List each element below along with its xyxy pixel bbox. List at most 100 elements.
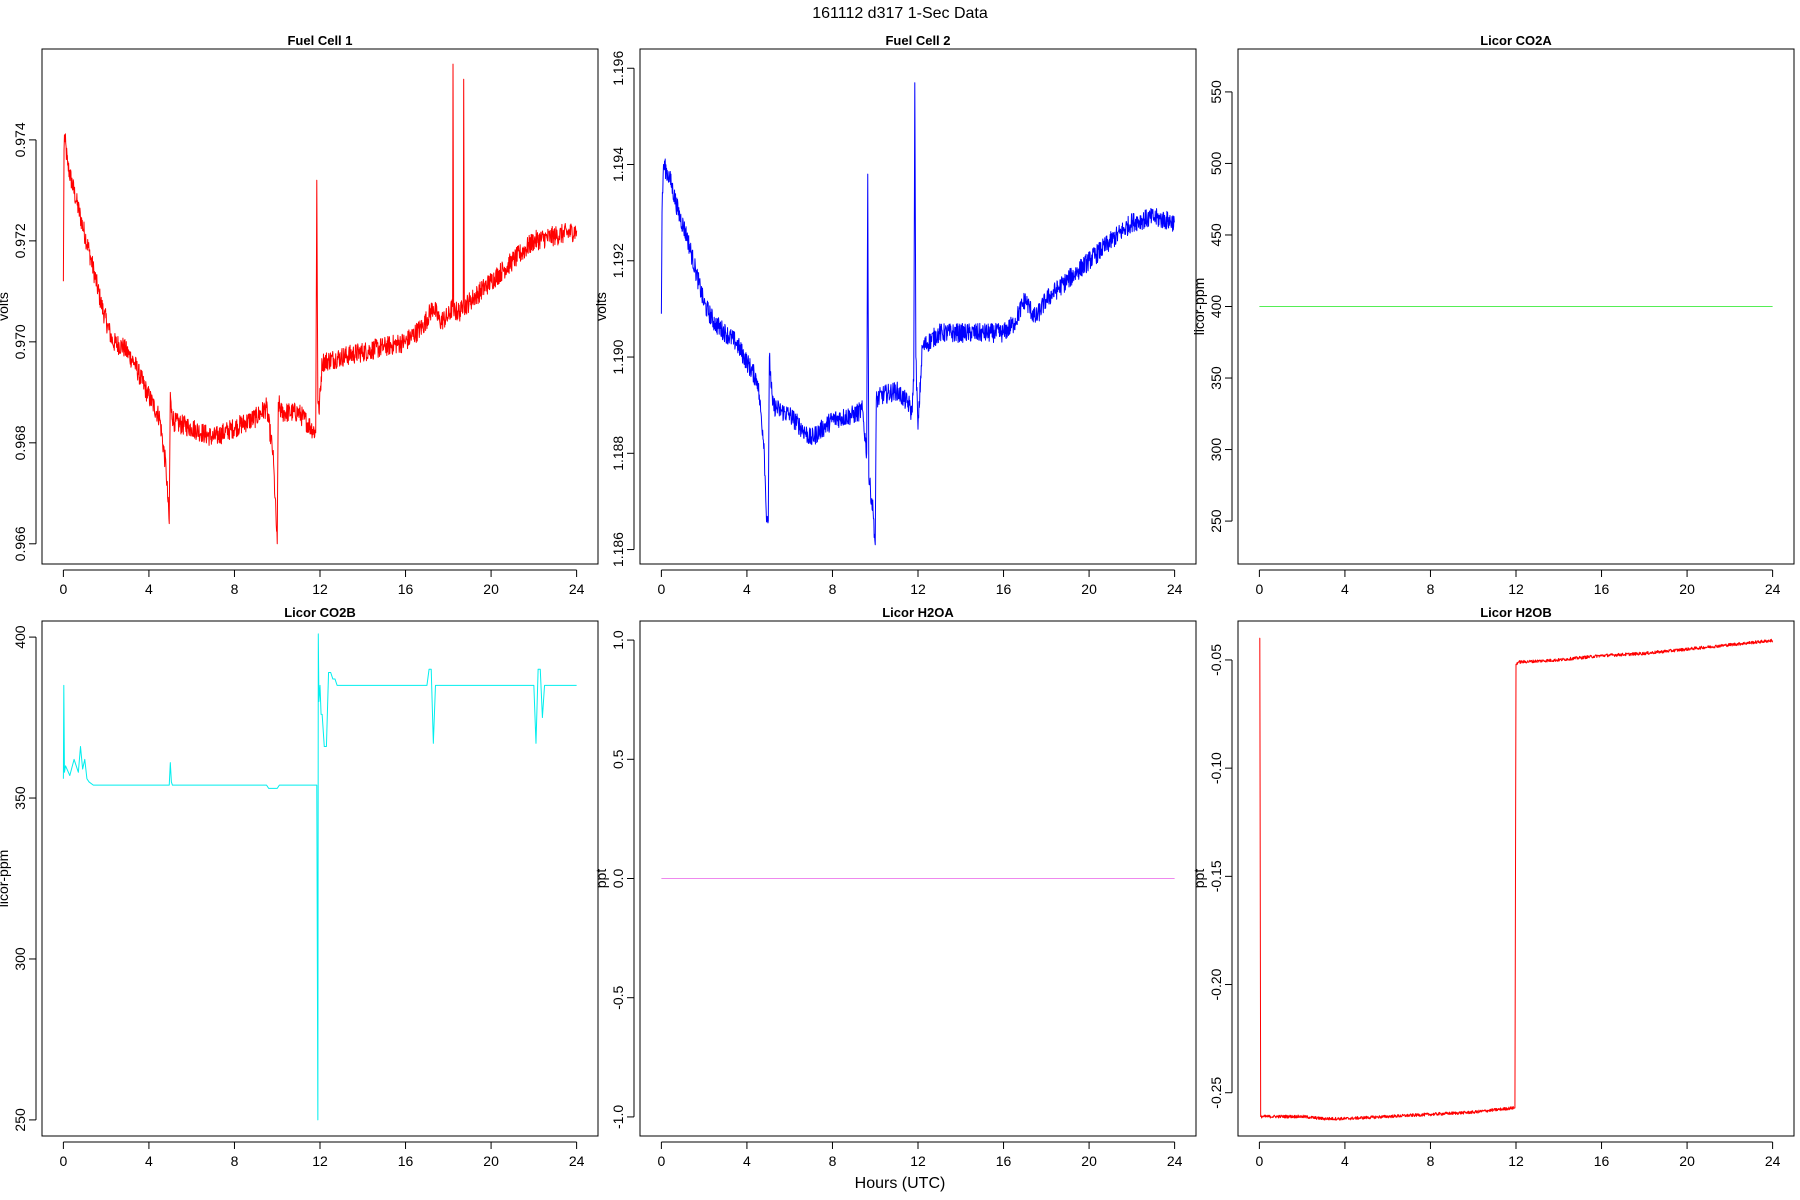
main-title: 161112 d317 1-Sec Data: [812, 5, 988, 22]
series-line: [62, 63, 578, 545]
x-tick-label: 20: [1081, 1153, 1097, 1169]
x-tick-label: 16: [996, 1153, 1012, 1169]
y-axis-label: ppt: [593, 869, 609, 889]
y-axis-label: volts: [0, 292, 11, 321]
y-axis: -1.0 -0.5 0.0 0.5 1.0: [610, 630, 635, 1129]
y-tick-label: 400: [12, 625, 28, 649]
panel-3: Licor CO2A licor-ppm 0 4 8 12 16 20 24 250 300 350 4…: [1191, 33, 1795, 597]
x-tick-label: 24: [1167, 581, 1183, 597]
x-tick-label: 20: [483, 581, 499, 597]
x-tick-label: 0: [657, 1153, 665, 1169]
x-axis: 0 4 8 12 16 20 24: [1255, 569, 1781, 597]
y-axis-label: licor-ppm: [0, 850, 11, 908]
y-tick-label: 0.972: [12, 223, 28, 258]
plot-frame: [639, 620, 1197, 1137]
y-axis-label: ppt: [1191, 869, 1207, 889]
x-tick-label: 20: [1679, 581, 1695, 597]
x-tick-label: 12: [910, 581, 926, 597]
x-tick-label: 16: [398, 581, 414, 597]
y-tick-label: -0.25: [1208, 1077, 1224, 1109]
x-tick-label: 12: [1508, 1153, 1524, 1169]
x-tick-label: 0: [1255, 1153, 1263, 1169]
x-tick-label: 16: [1594, 581, 1610, 597]
x-tick-label: 8: [829, 1153, 837, 1169]
y-tick-label: 300: [1208, 438, 1224, 462]
panel-4: Licor CO2B licor-ppm 0 4 8 12 16 20 24 250 300 350 4…: [0, 605, 599, 1169]
x-tick-label: 4: [1341, 581, 1349, 597]
x-axis-label: Hours (UTC): [855, 1175, 946, 1192]
y-tick-label: 1.0: [610, 630, 626, 650]
x-tick-label: 24: [1765, 1153, 1781, 1169]
y-tick-label: -0.05: [1208, 644, 1224, 676]
series-line: [660, 82, 1176, 546]
y-tick-label: 1.194: [610, 147, 626, 182]
x-tick-label: 8: [231, 581, 239, 597]
x-tick-label: 20: [1081, 581, 1097, 597]
y-axis-label: volts: [593, 292, 609, 321]
x-tick-label: 8: [231, 1153, 239, 1169]
panel-title: Licor H2OA: [882, 605, 954, 620]
y-tick-label: 0.966: [12, 526, 28, 561]
y-tick-label: 300: [12, 947, 28, 971]
y-tick-label: 0.968: [12, 425, 28, 460]
y-tick-label: 400: [1208, 295, 1224, 319]
y-tick-label: 0.970: [12, 324, 28, 359]
plot-frame: [1237, 620, 1795, 1137]
x-tick-label: 20: [483, 1153, 499, 1169]
y-tick-label: 350: [1208, 366, 1224, 390]
y-tick-label: 250: [12, 1108, 28, 1132]
x-tick-label: 12: [312, 1153, 328, 1169]
panel-title: Licor H2OB: [1480, 605, 1552, 620]
y-tick-label: -1.0: [610, 1105, 626, 1129]
plot-frame: [41, 48, 599, 565]
x-tick-label: 4: [1341, 1153, 1349, 1169]
panel-title: Licor CO2B: [284, 605, 356, 620]
x-tick-label: 0: [59, 1153, 67, 1169]
y-tick-label: 1.192: [610, 243, 626, 278]
y-axis: 250 300 350 400 450 500 550: [1208, 80, 1233, 533]
x-tick-label: 16: [996, 581, 1012, 597]
x-axis: 0 4 8 12 16 20 24: [657, 1141, 1183, 1169]
y-tick-label: 0.0: [610, 869, 626, 889]
y-axis: -0.25 -0.20 -0.15 -0.10 -0.05: [1208, 644, 1233, 1109]
x-tick-label: 0: [59, 581, 67, 597]
y-tick-label: 0.974: [12, 122, 28, 157]
panel-title: Licor CO2A: [1480, 33, 1552, 48]
y-axis: 1.186 1.188 1.190 1.192 1.194 1.196: [610, 51, 635, 567]
y-tick-label: 1.196: [610, 51, 626, 86]
x-tick-label: 4: [743, 1153, 751, 1169]
x-tick-label: 4: [145, 1153, 153, 1169]
panel-title: Fuel Cell 1: [287, 33, 352, 48]
y-axis: 250 300 350 400: [12, 625, 37, 1132]
x-tick-label: 8: [1427, 581, 1435, 597]
y-axis-label: licor-ppm: [1191, 278, 1207, 336]
x-tick-label: 24: [1765, 581, 1781, 597]
panel-5: Licor H2OA ppt 0 4 8 12 16 20 24 -1.0 -0.5 0.0 0.5 1.…: [593, 605, 1197, 1169]
x-tick-label: 0: [657, 581, 665, 597]
y-tick-label: 500: [1208, 152, 1224, 176]
y-tick-label: 550: [1208, 80, 1224, 104]
y-tick-label: 450: [1208, 223, 1224, 247]
series-line: [1259, 637, 1774, 1121]
x-tick-label: 16: [398, 1153, 414, 1169]
x-tick-label: 24: [569, 1153, 585, 1169]
x-tick-label: 12: [910, 1153, 926, 1169]
x-axis: 0 4 8 12 16 20 24: [1255, 1141, 1781, 1169]
x-tick-label: 0: [1255, 581, 1263, 597]
x-tick-label: 12: [312, 581, 328, 597]
x-tick-label: 4: [743, 581, 751, 597]
series-line: [62, 633, 577, 1121]
panel-title: Fuel Cell 2: [885, 33, 950, 48]
y-axis: 0.966 0.968 0.970 0.972 0.974: [12, 122, 37, 561]
x-tick-label: 12: [1508, 581, 1524, 597]
y-tick-label: -0.20: [1208, 968, 1224, 1000]
x-tick-label: 8: [829, 581, 837, 597]
plot-frame: [639, 48, 1197, 565]
y-tick-label: -0.15: [1208, 860, 1224, 892]
y-tick-label: 1.190: [610, 339, 626, 374]
y-tick-label: -0.10: [1208, 752, 1224, 784]
